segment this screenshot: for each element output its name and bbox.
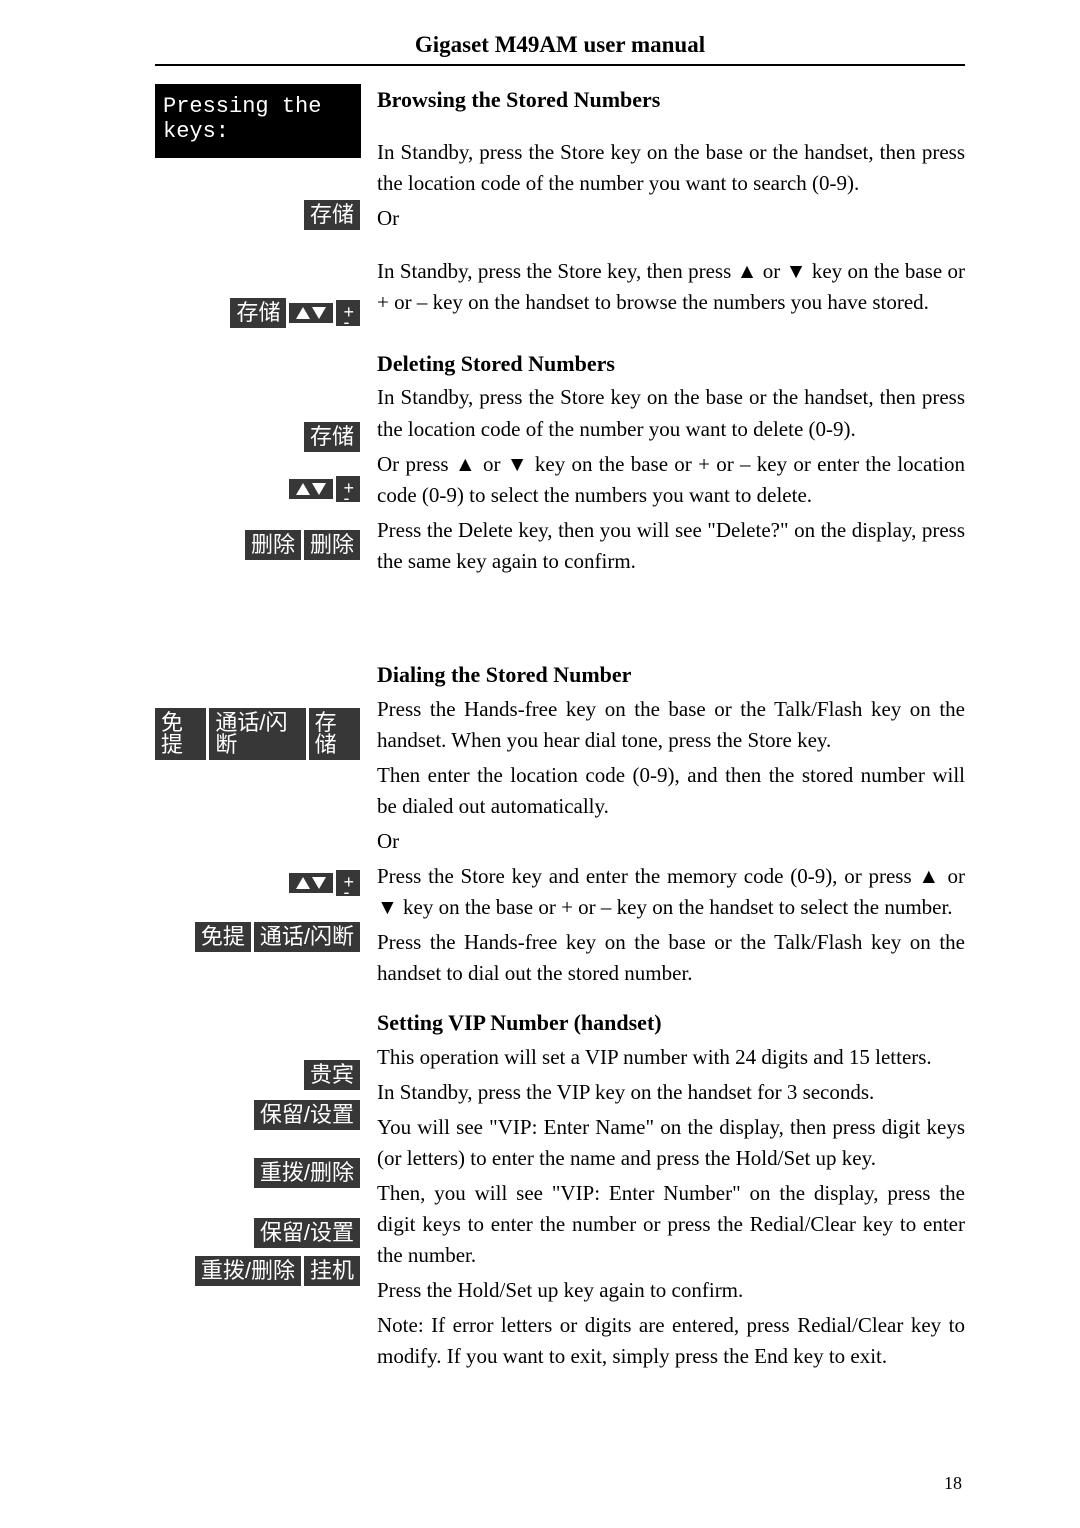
content-grid: Pressing the keys: 存储 存储 +- 存储 +- [155,84,965,1377]
para: Or [377,826,965,857]
key-holdset: 保留/设置 [254,1100,360,1130]
key-end: 挂机 [304,1256,360,1286]
key-redialclear: 重拨/删除 [254,1158,360,1188]
para: In Standby, press the Store key on the b… [377,382,965,444]
key-vip: 贵宾 [304,1060,360,1090]
key-plusminus: +- [336,476,360,502]
para: In Standby, press the Store key on the b… [377,137,965,199]
key-talkflash: 通话/闪断 [209,708,305,760]
header-rule [155,64,965,66]
page-number: 18 [944,1473,962,1494]
para: Press the Delete key, then you will see … [377,515,965,577]
para: You will see "VIP: Enter Name" on the di… [377,1112,965,1174]
para: Then enter the location code (0-9), and … [377,760,965,822]
key-redialclear: 重拨/删除 [195,1256,301,1286]
section-title-dialing: Dialing the Stored Number [377,659,965,692]
para: Note: If error letters or digits are ent… [377,1310,965,1372]
section-title-deleting: Deleting Stored Numbers [377,348,965,381]
key-updown [289,303,333,323]
section-title-vip: Setting VIP Number (handset) [377,1007,965,1040]
key-store: 存储 [230,298,286,328]
para: Press the Hands-free key on the base or … [377,927,965,989]
key-handsfree: 免提 [195,922,251,952]
key-delete: 删除 [304,530,360,560]
key-talkflash: 通话/闪断 [254,922,360,952]
pressing-keys-label: Pressing the keys: [155,84,361,158]
key-store: 存储 [304,200,360,230]
right-column: Browsing the Stored Numbers In Standby, … [377,84,965,1377]
key-delete: 删除 [245,530,301,560]
key-plusminus: +- [336,870,360,896]
key-plusminus: +- [336,300,360,326]
para: Or [377,203,965,234]
key-handsfree: 免提 [155,708,206,760]
key-updown [289,479,333,499]
para: Press the Hands-free key on the base or … [377,694,965,756]
para: In Standby, press the VIP key on the han… [377,1077,965,1108]
para: Then, you will see "VIP: Enter Number" o… [377,1178,965,1271]
para: Press the Store key and enter the memory… [377,861,965,923]
manual-page: Gigaset M49AM user manual Pressing the k… [0,0,1080,1528]
key-store: 存储 [309,708,360,760]
para: In Standby, press the Store key, then pr… [377,256,965,318]
para: Press the Hold/Set up key again to confi… [377,1275,965,1306]
key-updown [289,873,333,893]
page-header: Gigaset M49AM user manual [155,32,965,58]
section-title-browsing: Browsing the Stored Numbers [377,84,965,117]
left-column: Pressing the keys: 存储 存储 +- 存储 +- [155,84,363,1377]
key-store: 存储 [304,422,360,452]
para: This operation will set a VIP number wit… [377,1042,965,1073]
key-holdset: 保留/设置 [254,1218,360,1248]
para: Or press ▲ or ▼ key on the base or + or … [377,449,965,511]
